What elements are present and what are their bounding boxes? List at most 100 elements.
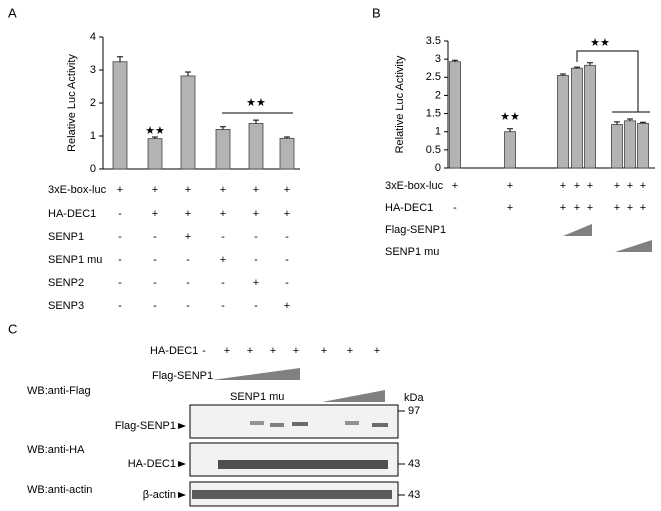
error-bar <box>220 126 226 130</box>
panel-label: A <box>8 5 17 20</box>
y-tick-label: 4 <box>90 31 96 43</box>
treatment-sign: - <box>254 231 258 243</box>
error-bar <box>185 71 191 76</box>
treatment-sign: + <box>247 345 253 357</box>
treatment-sign: + <box>185 184 191 196</box>
treatment-sign: + <box>185 231 191 243</box>
band-label: Flag-SENP1 <box>115 420 176 432</box>
bar <box>504 131 516 169</box>
y-tick-label: 0 <box>90 163 96 175</box>
treatment-sign: + <box>253 208 259 220</box>
y-tick-label: 2.5 <box>426 71 441 83</box>
treatment-sign: + <box>627 180 633 192</box>
treatment-sign: - <box>186 254 190 266</box>
error-bar <box>640 121 646 124</box>
treatment-sign: + <box>374 345 380 357</box>
treatment-sign: + <box>117 184 123 196</box>
significance: ★★ <box>500 111 520 123</box>
treatment-sign: + <box>185 208 191 220</box>
error-bar <box>587 62 593 66</box>
treatment-sign: + <box>253 277 259 289</box>
band-label: HA-DEC1 <box>128 458 176 470</box>
treatment-sign: - <box>153 231 157 243</box>
bar <box>180 75 196 170</box>
treatment-sign: + <box>574 202 580 214</box>
treatment-sign: + <box>220 254 226 266</box>
treatment-sign: + <box>614 180 620 192</box>
wb-label: WB:anti-HA <box>27 444 85 456</box>
wb-label: WB:anti-actin <box>27 484 92 496</box>
bands <box>192 421 392 499</box>
bar <box>611 124 623 169</box>
error-bar <box>253 119 259 124</box>
y-tick-label: 3 <box>435 53 441 65</box>
treatment-label: 3xE-box-luc <box>385 180 444 192</box>
panel-label: B <box>372 5 381 20</box>
y-tick-label: 1.5 <box>426 107 441 119</box>
treatment-sign: + <box>587 180 593 192</box>
y-tick-label: 0 <box>435 162 441 174</box>
bar <box>571 67 583 169</box>
bracket <box>576 50 639 112</box>
treatment-sign: - <box>254 254 258 266</box>
treatment-label: HA-DEC1 <box>150 345 198 357</box>
blot <box>189 404 399 439</box>
treatment-sign: + <box>627 202 633 214</box>
treatment-sign: - <box>118 208 122 220</box>
treatment-label: Flag-SENP1 <box>152 370 213 382</box>
wedge <box>563 224 592 236</box>
mw-marker: 43 <box>408 458 420 470</box>
error-bar <box>284 136 290 139</box>
treatment-sign: + <box>587 202 593 214</box>
treatment-label: SENP1 mu <box>48 254 102 266</box>
treatment-sign: + <box>560 180 566 192</box>
significance: ★★ <box>145 125 165 137</box>
treatment-sign: - <box>254 300 258 312</box>
treatment-sign: - <box>186 300 190 312</box>
treatment-sign: + <box>507 180 513 192</box>
treatment-sign: + <box>560 202 566 214</box>
treatment-label: SENP2 <box>48 277 84 289</box>
bar <box>215 128 231 170</box>
error-bar <box>614 121 620 125</box>
y-axis-label: Relative Luc Activity <box>66 54 78 152</box>
treatment-sign: - <box>118 254 122 266</box>
treatment-sign: - <box>118 277 122 289</box>
treatment-sign: + <box>293 345 299 357</box>
error-bar <box>507 128 513 132</box>
mw-marker: 97 <box>408 405 420 417</box>
treatment-label: SENP1 <box>48 231 84 243</box>
treatment-sign: - <box>118 300 122 312</box>
treatment-sign: - <box>221 277 225 289</box>
treatment-sign: + <box>270 345 276 357</box>
treatment-sign: - <box>118 231 122 243</box>
y-axis-label: Relative Luc Activity <box>394 55 406 153</box>
wedge <box>322 390 385 402</box>
treatment-sign: + <box>152 208 158 220</box>
treatment-label: HA-DEC1 <box>48 208 96 220</box>
treatment-label: Flag-SENP1 <box>385 224 446 236</box>
treatment-sign: - <box>153 277 157 289</box>
treatment-sign: + <box>220 184 226 196</box>
error-bar <box>152 136 158 139</box>
bar <box>112 61 128 170</box>
bar <box>637 122 649 169</box>
y-tick-label: 2 <box>435 89 441 101</box>
bar <box>624 120 636 169</box>
treatment-sign: + <box>452 180 458 192</box>
kda-label: kDa <box>404 392 424 404</box>
treatment-sign: + <box>574 180 580 192</box>
treatment-sign: + <box>321 345 327 357</box>
significance: ★★ <box>590 37 610 49</box>
treatment-sign: + <box>507 202 513 214</box>
band-label: β-actin <box>143 489 176 501</box>
bar <box>584 64 596 169</box>
mw-marker: 43 <box>408 489 420 501</box>
treatment-sign: + <box>220 208 226 220</box>
y-tick-label: 1 <box>90 130 96 142</box>
blot-arrows <box>178 410 405 498</box>
error-bar <box>452 59 458 62</box>
treatment-sign: + <box>284 184 290 196</box>
bar <box>248 123 264 170</box>
